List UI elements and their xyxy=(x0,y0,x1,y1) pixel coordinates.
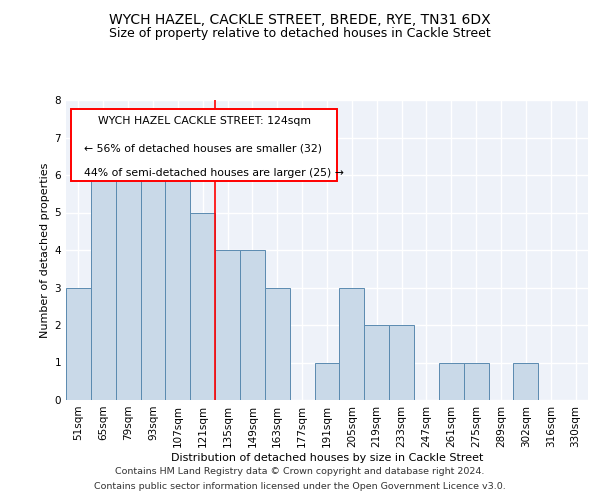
Text: WYCH HAZEL, CACKLE STREET, BREDE, RYE, TN31 6DX: WYCH HAZEL, CACKLE STREET, BREDE, RYE, T… xyxy=(109,12,491,26)
FancyBboxPatch shape xyxy=(71,109,337,181)
Text: Contains public sector information licensed under the Open Government Licence v3: Contains public sector information licen… xyxy=(94,482,506,491)
Bar xyxy=(190,212,215,400)
Text: WYCH HAZEL CACKLE STREET: 124sqm: WYCH HAZEL CACKLE STREET: 124sqm xyxy=(98,116,311,126)
X-axis label: Distribution of detached houses by size in Cackle Street: Distribution of detached houses by size … xyxy=(171,452,483,462)
Text: Size of property relative to detached houses in Cackle Street: Size of property relative to detached ho… xyxy=(109,28,491,40)
Bar xyxy=(140,138,166,400)
Bar xyxy=(91,138,116,400)
Bar xyxy=(314,362,340,400)
Bar xyxy=(116,138,140,400)
Bar xyxy=(439,362,464,400)
Bar xyxy=(340,288,364,400)
Bar xyxy=(464,362,488,400)
Text: Contains HM Land Registry data © Crown copyright and database right 2024.: Contains HM Land Registry data © Crown c… xyxy=(115,467,485,476)
Bar xyxy=(215,250,240,400)
Bar xyxy=(364,325,389,400)
Bar xyxy=(240,250,265,400)
Bar xyxy=(66,288,91,400)
Bar xyxy=(166,175,190,400)
Bar xyxy=(514,362,538,400)
Text: 44% of semi-detached houses are larger (25) →: 44% of semi-detached houses are larger (… xyxy=(84,168,344,177)
Text: ← 56% of detached houses are smaller (32): ← 56% of detached houses are smaller (32… xyxy=(84,144,322,154)
Bar xyxy=(265,288,290,400)
Y-axis label: Number of detached properties: Number of detached properties xyxy=(40,162,50,338)
Bar xyxy=(389,325,414,400)
